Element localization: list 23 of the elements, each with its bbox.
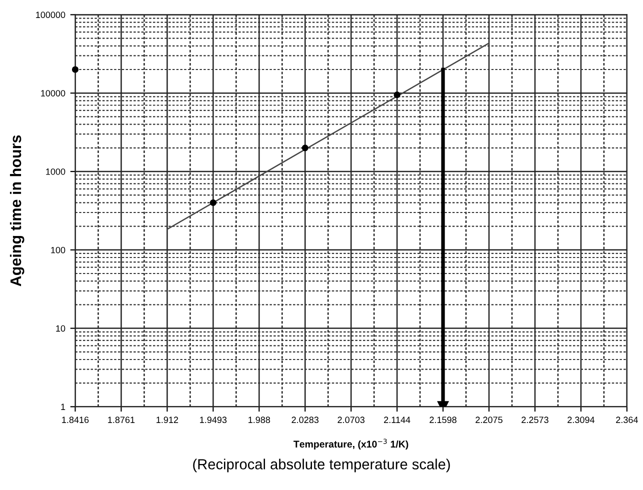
x-tick-label: 1.8761: [108, 416, 135, 424]
x-tick-label: 2.2075: [476, 416, 502, 424]
x-tick-label: 2.2573: [522, 416, 548, 424]
text: (Reciprocal absolute temperature scale): [193, 458, 450, 472]
line-series: [166, 42, 490, 230]
y-tick-label: 100: [51, 246, 66, 254]
x-tick-label: 1.8416: [62, 416, 89, 424]
y-tick-label: 1000: [46, 168, 66, 175]
y-tick-label: 1: [61, 404, 66, 410]
y-axis-title: Ageing time in hours: [10, 135, 24, 286]
y-tick-label: 10: [56, 325, 66, 332]
x-tick-label: 2.0283: [292, 416, 319, 424]
x-tick-label: 2.1144: [384, 416, 410, 423]
y-tick-label: 100000: [36, 12, 66, 18]
x-tick-label: 2.3094: [568, 416, 594, 424]
x-tick-label: 1.912: [156, 416, 178, 424]
y-tick-label: 10000: [41, 90, 66, 96]
x-tick-label: 1.988: [248, 416, 270, 424]
x-tick-label: 1.9493: [200, 416, 227, 424]
x-axis-title: Temperature, (x10$^{−3}$ 1/K): [294, 438, 408, 450]
x-tick-label: 2.0703: [338, 416, 364, 424]
x-tick-label: 2.364: [616, 416, 638, 424]
x-tick-label: 2.1598: [430, 416, 456, 424]
